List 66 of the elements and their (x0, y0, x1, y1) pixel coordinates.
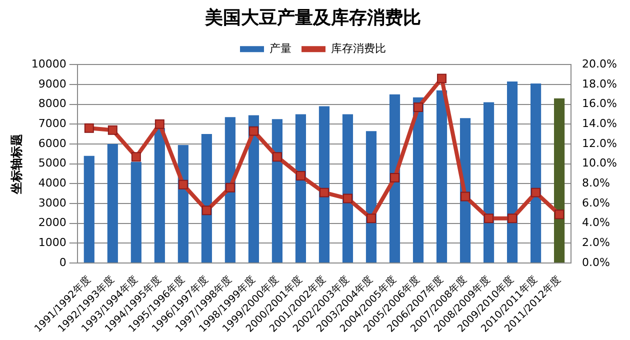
y-tick-label: 6000 (38, 136, 66, 150)
y2-tick-label: 6.0% (582, 196, 610, 210)
point (366, 214, 376, 224)
y-tick-label: 4000 (38, 176, 66, 190)
bar (412, 97, 424, 262)
legend-label: 库存消费比 (331, 42, 386, 55)
y2-tick-label: 4.0% (582, 216, 610, 230)
point (84, 123, 94, 133)
y-tick-label: 0 (59, 256, 66, 269)
bar (201, 134, 212, 262)
y2-tick-label: 8.0% (582, 176, 610, 190)
y2-tick-label: 2.0% (582, 236, 610, 250)
point (154, 119, 164, 129)
y2-tick-label: 16.0% (582, 97, 618, 110)
bar (272, 119, 282, 262)
y2-tick-label: 12.0% (582, 136, 618, 150)
y2-tick-label: 14.0% (582, 116, 618, 130)
point (178, 180, 188, 190)
bar (84, 156, 94, 262)
y-tick-label: 10000 (31, 57, 66, 70)
bar (506, 81, 518, 262)
y-tick-label: 8000 (38, 97, 66, 110)
y-tick-label: 7000 (38, 116, 66, 130)
point (484, 214, 494, 224)
point (508, 214, 518, 224)
y2-tick-label: 18.0% (582, 77, 618, 90)
bar (530, 83, 542, 262)
bar (342, 114, 354, 262)
point (202, 206, 212, 216)
point (131, 152, 141, 162)
bar (554, 98, 565, 262)
point (319, 188, 329, 198)
point (460, 192, 470, 202)
bar (224, 117, 236, 262)
legend-label: 产量 (270, 42, 292, 55)
y2-tick-label: 0.0% (582, 256, 610, 269)
bar (389, 94, 400, 262)
point (390, 172, 400, 182)
point (225, 182, 235, 192)
point (414, 102, 423, 112)
bar (318, 106, 330, 262)
point (108, 125, 118, 135)
y2-tick-label: 20.0% (582, 57, 618, 70)
point (531, 188, 541, 198)
y-tick-label: 3000 (38, 196, 66, 210)
bar (107, 144, 118, 262)
point (342, 194, 352, 204)
bar (483, 102, 494, 262)
y-tick-label: 9000 (38, 77, 66, 90)
bar (366, 131, 377, 262)
point (437, 74, 447, 84)
y2-tick-label: 10.0% (582, 156, 618, 170)
y-tick-label: 5000 (38, 156, 66, 170)
bar (248, 115, 259, 262)
bar (130, 162, 142, 262)
point (554, 210, 564, 220)
bar (436, 90, 448, 262)
y-tick-label: 1000 (38, 236, 66, 250)
y-axis-title: 坐标轴标题 (9, 134, 24, 195)
point (296, 170, 306, 180)
chart-title: 美国大豆产量及库存消费比 (204, 7, 421, 28)
point (272, 152, 282, 162)
bar (154, 128, 165, 262)
bar (295, 114, 306, 262)
point (248, 126, 258, 136)
y-tick-label: 2000 (38, 216, 66, 230)
